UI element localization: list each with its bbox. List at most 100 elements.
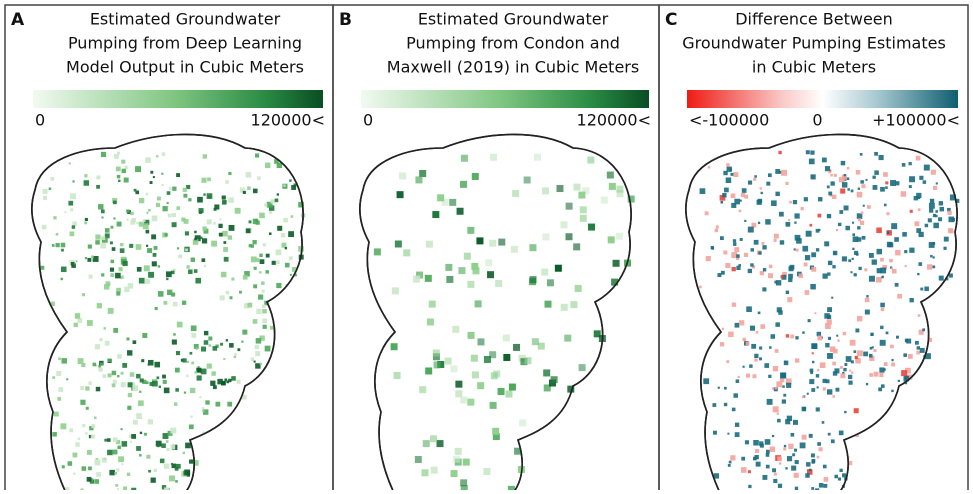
map-pixel (733, 393, 737, 397)
map-pixel (194, 231, 196, 233)
map-pixel (564, 335, 571, 342)
map-pixel (838, 478, 841, 481)
map-pixel (705, 211, 709, 215)
map-pixel (190, 415, 192, 417)
map-pixel (184, 391, 186, 393)
map-pixel (744, 253, 748, 257)
map-pixel (175, 480, 178, 483)
map-pixel (519, 419, 526, 426)
map-pixel (822, 273, 827, 278)
map-pixel (201, 178, 206, 183)
map-pixel (766, 450, 770, 454)
map-pixel (825, 166, 830, 171)
map-pixel (70, 231, 75, 236)
map-pixel (766, 182, 770, 186)
map-pixel (127, 219, 129, 221)
map-pixel (824, 313, 829, 318)
map-pixel (191, 333, 196, 338)
map-pixel (750, 326, 755, 331)
map-pixel (777, 419, 781, 423)
map-pixel (109, 470, 114, 475)
map-pixel (231, 376, 236, 381)
map-pixel (43, 189, 48, 194)
map-pixel (394, 372, 401, 379)
map-pixel (69, 428, 73, 432)
map-pixel (58, 357, 61, 360)
map-pixel (831, 439, 835, 443)
map-pixel (827, 272, 830, 275)
map-pixel (201, 347, 206, 352)
colorbar-label: 0 (35, 111, 45, 130)
map-pixel (164, 301, 168, 305)
map-pixel (492, 428, 499, 435)
map-pixel (153, 253, 157, 257)
map-pixel (766, 453, 770, 457)
map-pixel (895, 283, 899, 287)
map-pixel (832, 395, 835, 398)
map-pixel (860, 221, 864, 225)
map-pixel (764, 363, 769, 368)
map-pixel (783, 394, 786, 397)
map-pixel (784, 445, 786, 447)
map-pixel (164, 388, 170, 394)
map-pixel (726, 163, 729, 166)
map-pixel (587, 157, 594, 164)
map-pixel (616, 186, 623, 193)
map-pixel (105, 341, 110, 346)
map-pixel (397, 191, 404, 198)
map-pixel (785, 182, 788, 185)
map-pixel (866, 179, 868, 181)
map-pixel (782, 399, 786, 403)
map-pixel (95, 240, 99, 244)
map-pixel (923, 180, 927, 184)
map-pixel (770, 447, 776, 453)
map-pixel (130, 220, 135, 225)
map-pixel (816, 374, 819, 377)
map-pixel (772, 435, 774, 437)
map-pixel (529, 244, 536, 251)
map-pixel (794, 449, 797, 452)
map-pixel (75, 442, 79, 446)
map-pixel (836, 335, 838, 337)
map-pixel (242, 330, 247, 335)
map-pixel (930, 255, 933, 258)
map-pixel (809, 159, 815, 165)
map-pixel (828, 171, 831, 174)
panel-title: Groundwater Pumping Estimates (682, 34, 946, 53)
map-pixel (786, 222, 791, 227)
colorbar-label: 120000< (577, 111, 651, 130)
map-pixel (834, 252, 836, 254)
map-pixel (830, 174, 833, 177)
map-pixel (762, 242, 765, 245)
map-pixel (421, 469, 428, 476)
map-pixel (107, 450, 112, 455)
panel-title: Estimated Groundwater (418, 10, 609, 29)
map-pixel (164, 464, 169, 469)
map-pixel (458, 267, 465, 274)
map-pixel (476, 237, 483, 244)
map-pixel (795, 358, 799, 362)
map-pixel (512, 190, 519, 197)
map-pixel (924, 287, 929, 292)
map-pixel (170, 428, 176, 434)
map-pixel (98, 204, 103, 209)
map-pixel (217, 379, 223, 385)
map-pixel (205, 400, 209, 404)
map-pixel (716, 228, 718, 230)
map-pixel (949, 229, 954, 234)
map-pixel (732, 267, 736, 271)
map-pixel (891, 390, 893, 392)
map-pixel (101, 273, 104, 276)
map-pixel (925, 224, 928, 227)
map-pixel (908, 354, 913, 359)
map-pixel (831, 297, 833, 299)
map-pixel (145, 279, 150, 284)
map-pixel (95, 234, 100, 239)
map-pixel (162, 206, 167, 211)
map-pixel (812, 361, 814, 363)
map-pixel (927, 264, 932, 269)
map-pixel (166, 440, 169, 443)
map-pixel (124, 287, 129, 292)
map-pixel (183, 452, 186, 455)
map-pixel (723, 171, 727, 175)
